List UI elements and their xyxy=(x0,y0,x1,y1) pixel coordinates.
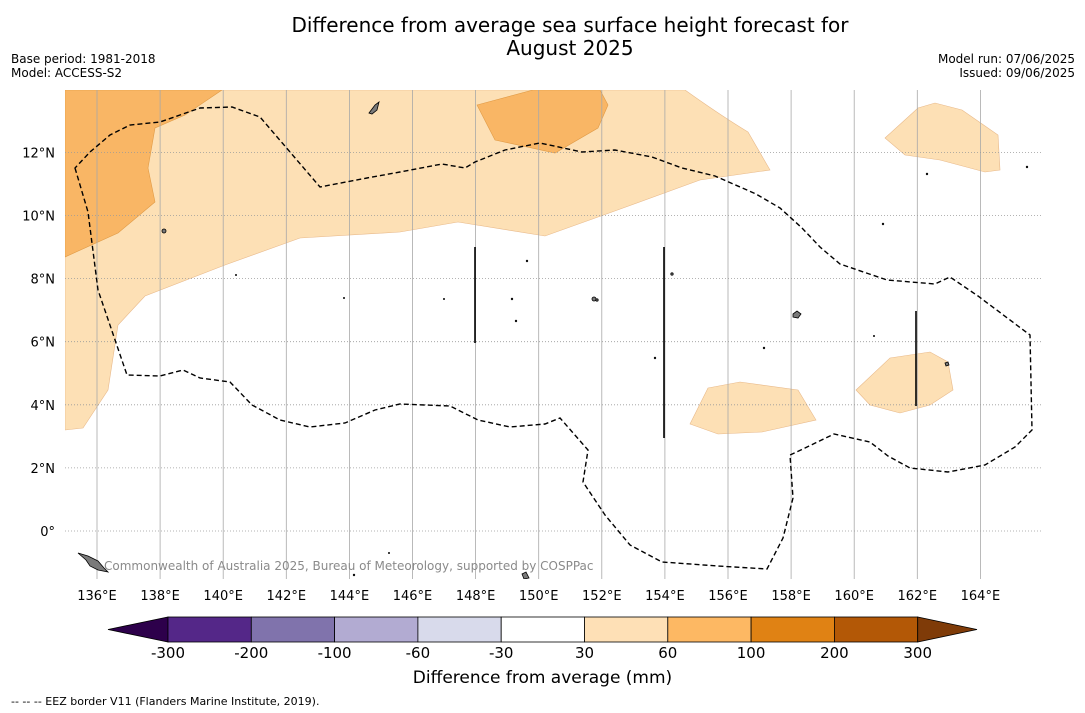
colorbar-tick-label: -200 xyxy=(234,644,268,662)
map-gridlines xyxy=(65,90,1042,579)
island-small-10 xyxy=(1025,165,1029,169)
colorbar-title: Difference from average (mm) xyxy=(412,668,673,688)
island-small-3 xyxy=(510,297,514,301)
colorbar-swatch xyxy=(584,616,669,643)
island-pohnpei xyxy=(792,310,802,319)
island-kosrae xyxy=(944,361,950,367)
island-small-1 xyxy=(670,272,674,276)
lon-tick-label: 140°E xyxy=(203,589,243,604)
lat-tick-label: 4°N xyxy=(31,399,56,414)
colorbar-swatch xyxy=(500,616,585,643)
colorbar-tick-label: 200 xyxy=(820,644,849,662)
lat-tick-label: 6°N xyxy=(31,336,56,351)
island-small-5 xyxy=(525,259,529,263)
lon-tick-label: 160°E xyxy=(834,589,874,604)
island-yap xyxy=(161,228,167,234)
lon-tick-label: 154°E xyxy=(645,589,685,604)
island-small-7 xyxy=(762,346,766,350)
base-period-text: Base period: 1981-2018 xyxy=(11,52,156,66)
colorbar-tick-label: -100 xyxy=(318,644,352,662)
island-small-4 xyxy=(514,319,518,323)
map-plot-area: Commonwealth of Australia 2025, Bureau o… xyxy=(65,90,1042,579)
lon-tick-label: 164°E xyxy=(961,589,1001,604)
lon-tick-label: 162°E xyxy=(898,589,938,604)
anomaly-region-30-60 xyxy=(65,90,771,431)
model-info: Base period: 1981-2018 Model: ACCESS-S2 xyxy=(11,52,156,80)
lon-tick-label: 152°E xyxy=(582,589,622,604)
lat-tick-label: 10°N xyxy=(22,210,55,225)
issued-date-text: Issued: 09/06/2025 xyxy=(959,66,1075,80)
lon-tick-label: 136°E xyxy=(77,589,117,604)
anomaly-region-60-100-north xyxy=(476,90,609,154)
colorbar-swatch xyxy=(834,616,919,643)
island-small-16 xyxy=(873,334,876,337)
island-new-guinea-coast xyxy=(77,552,110,573)
run-info: Model run: 07/06/2025 Issued: 09/06/2025 xyxy=(938,52,1075,80)
colorbar-tick-label: 100 xyxy=(737,644,766,662)
colorbar-extend-high xyxy=(917,616,978,643)
lon-tick-label: 138°E xyxy=(140,589,180,604)
lon-tick-label: 158°E xyxy=(771,589,811,604)
map-title: Difference from average sea surface heig… xyxy=(0,14,1085,60)
colorbar-swatch xyxy=(750,616,835,643)
colorbar-swatch xyxy=(667,616,752,643)
eez-borders xyxy=(74,106,1033,570)
colorbar-tick-label: -60 xyxy=(406,644,431,662)
anomaly-region-30-60-east xyxy=(855,351,954,414)
colorbar-tick-label: 60 xyxy=(658,644,677,662)
island-small-14 xyxy=(387,552,390,555)
lat-tick-label: 2°N xyxy=(31,462,56,477)
colorbar-swatch xyxy=(167,616,252,643)
longitude-labels: 136°E 138°E 140°E 142°E 144°E 146°E 148°E 150°E… xyxy=(77,589,1000,604)
lon-tick-label: 142°E xyxy=(267,589,307,604)
island-north xyxy=(368,101,380,115)
lon-tick-label: 156°E xyxy=(708,589,748,604)
island-small-2 xyxy=(595,298,599,302)
anomaly-region-30-60-south xyxy=(689,381,817,435)
title-line-2: August 2025 xyxy=(506,36,634,60)
colorbar-tick-label: 300 xyxy=(903,644,932,662)
colorbar-swatch xyxy=(250,616,336,643)
island-small-12 xyxy=(342,296,345,299)
model-name-text: Model: ACCESS-S2 xyxy=(11,66,123,80)
lat-tick-label: 8°N xyxy=(31,273,56,288)
island-small-15 xyxy=(352,573,356,577)
eez-border-palau-fsm xyxy=(74,106,1033,570)
colorbar-tick-label: -300 xyxy=(151,644,185,662)
colorbar-swatch xyxy=(417,616,502,643)
island-small-9 xyxy=(925,172,929,176)
anomaly-region-30-60-northeast xyxy=(884,102,1001,173)
attribution-text: Commonwealth of Australia 2025, Bureau o… xyxy=(104,559,594,573)
lon-tick-label: 148°E xyxy=(456,589,496,604)
islands xyxy=(77,101,1029,579)
colorbar-swatch xyxy=(334,616,419,643)
lon-tick-label: 150°E xyxy=(519,589,559,604)
lon-tick-label: 146°E xyxy=(393,589,433,604)
latitude-labels: 0° 2°N 4°N 6°N 8°N 10°N 12°N xyxy=(22,146,55,540)
island-chuuk xyxy=(591,296,597,302)
model-run-text: Model run: 07/06/2025 xyxy=(937,52,1075,66)
colorbar-extend-low xyxy=(107,616,169,643)
eez-legend-note: -- -- -- EEZ border V11 (Flanders Marine… xyxy=(11,695,320,708)
island-small-8 xyxy=(881,222,885,226)
lat-tick-label: 12°N xyxy=(22,146,55,161)
island-small-6 xyxy=(653,356,657,360)
title-line-1: Difference from average sea surface heig… xyxy=(291,13,849,37)
island-small-11 xyxy=(234,273,237,276)
lon-tick-label: 144°E xyxy=(330,589,370,604)
island-small-13 xyxy=(442,297,445,300)
colorbar-tick-label: -30 xyxy=(489,644,514,662)
maritime-boundary-lines xyxy=(474,247,917,438)
colorbar-tick-label: 30 xyxy=(575,644,594,662)
lat-tick-label: 0° xyxy=(40,525,55,540)
island-bismarck xyxy=(521,571,530,579)
colorbar: -300 -200 -100 -60 -30 30 60 100 200 300 xyxy=(107,616,978,662)
